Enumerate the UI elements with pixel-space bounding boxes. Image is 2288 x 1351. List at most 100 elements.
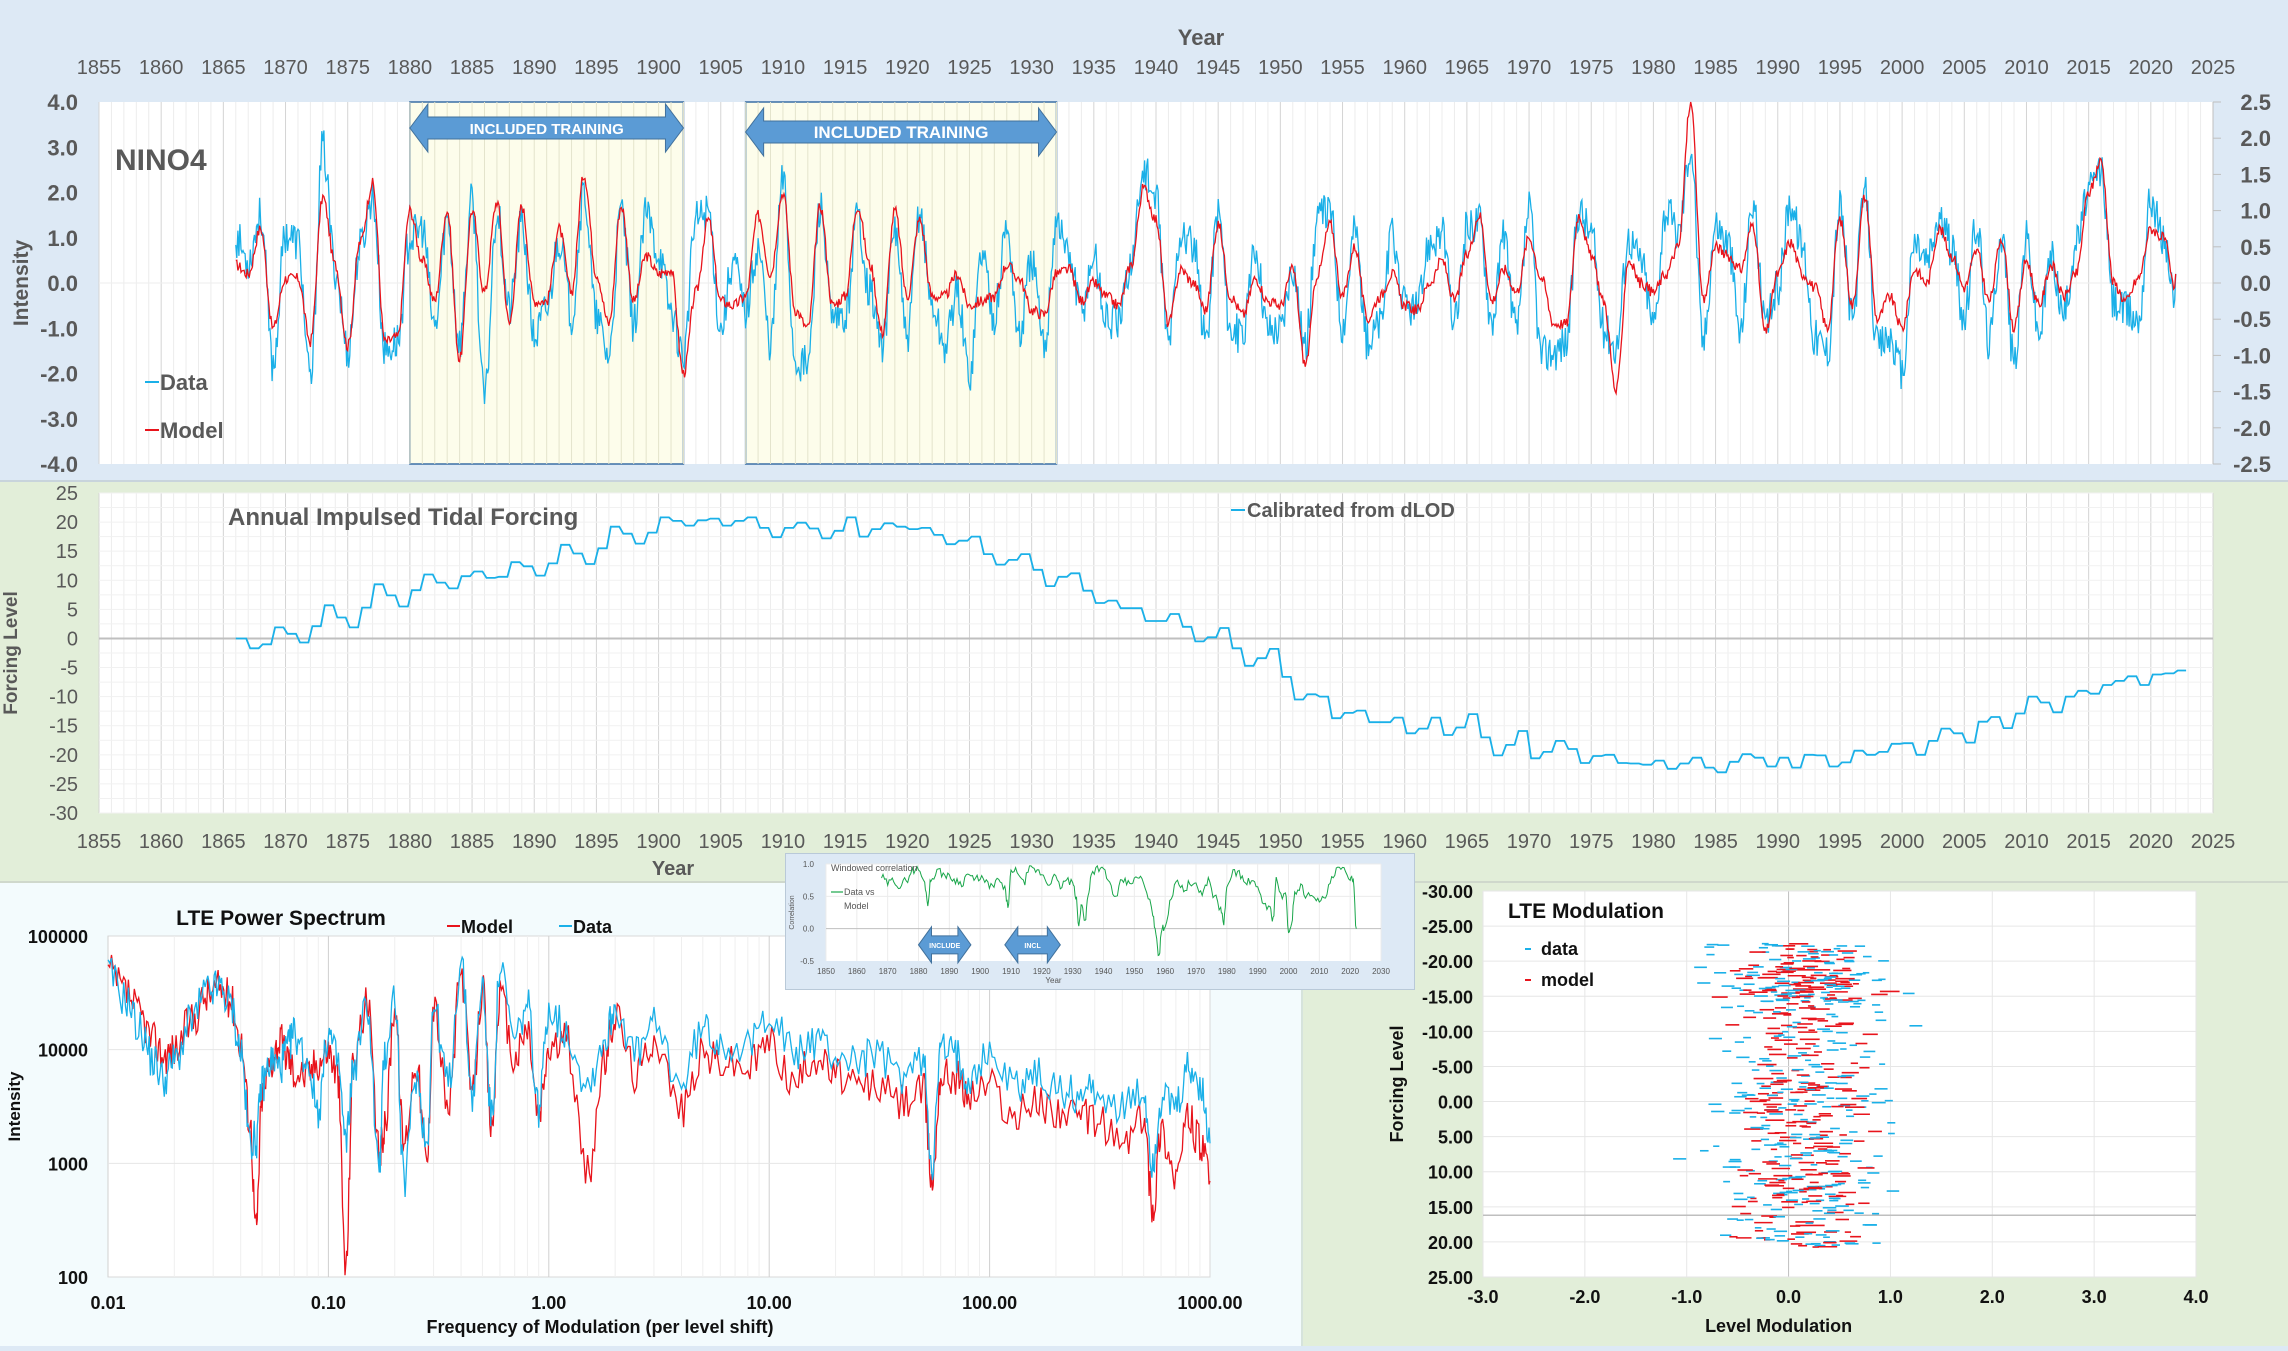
- x-tick-label: 1970: [1187, 967, 1205, 976]
- x-tick-label: 1935: [1072, 831, 1117, 853]
- x-axis-title: Year: [652, 858, 694, 880]
- legend-label-data: Data: [160, 370, 208, 395]
- x-tick-label: 0.10: [311, 1293, 346, 1313]
- x-tick-label: 2010: [2004, 57, 2049, 79]
- modulation-chart-panel: -30.00 -25.00 -20.00 -15.00 -10.00 -5.00 0.00 5…: [1303, 882, 2288, 1346]
- training-arrow: [409, 102, 685, 154]
- x-tick-label: 1870: [263, 57, 308, 79]
- x-tick-label: 2025: [2191, 57, 2236, 79]
- x-tick-label: 2.0: [1980, 1287, 2005, 1307]
- x-tick-label: 2005: [1942, 831, 1987, 853]
- nino4-chart: INCLUDED TRAINING INCLUDED TRAINING Year 18…: [10, 25, 2271, 477]
- x-tick-label: 1935: [1072, 57, 1117, 79]
- x-tick-label: 2005: [1942, 57, 1987, 79]
- x-tick-label: 1880: [388, 57, 433, 79]
- x-tick-label: 1950: [1125, 967, 1143, 976]
- training-arrow: [1004, 925, 1061, 965]
- x-tick-label: 1860: [139, 57, 184, 79]
- x-tick-label: 1900: [971, 967, 989, 976]
- x-tick-label: 1.00: [531, 1293, 566, 1313]
- y-tick-label-right: -1.5: [2233, 380, 2271, 405]
- x-tick-label: 1940: [1095, 967, 1113, 976]
- x-tick-label: 1945: [1196, 831, 1241, 853]
- forcing-chart-panel: 25 20 15 10 5 0 -5 -10 -15 -20 -25 -30 1855 1860 1865 1…: [0, 482, 2288, 883]
- y-tick-label: 10: [56, 570, 78, 592]
- y-tick-label: -10.00: [1422, 1022, 1473, 1042]
- y-tick-label-right: -2.0: [2233, 416, 2271, 441]
- y-tick-label-left: -1.0: [40, 316, 78, 341]
- x-tick-label: 3.0: [2082, 1287, 2107, 1307]
- x-tick-label: 1930: [1009, 57, 1054, 79]
- x-tick-label: -1.0: [1671, 1287, 1702, 1307]
- x-tick-label: 1890: [512, 57, 557, 79]
- x-tick-label: 2000: [1280, 967, 1298, 976]
- x-tick-label: 1865: [201, 57, 246, 79]
- y-tick-label: 20: [56, 512, 78, 534]
- y-tick-label: 1000: [48, 1154, 88, 1174]
- x-tick-label: 2015: [2066, 831, 2111, 853]
- training-label: INCLUDED TRAINING: [814, 123, 989, 142]
- legend-label-line2: Model: [844, 901, 869, 911]
- y-tick-label: -25.00: [1422, 917, 1473, 937]
- x-tick-label: 2010: [2004, 831, 2049, 853]
- y-tick-label: 25: [56, 483, 78, 505]
- x-axis-title: Frequency of Modulation (per level shift…: [426, 1317, 773, 1337]
- x-tick-label: 1980: [1218, 967, 1236, 976]
- x-tick-label: 1985: [1693, 57, 1738, 79]
- x-tick-label: 1945: [1196, 57, 1241, 79]
- chart-title: Windowed correlation: [831, 863, 918, 873]
- y-tick-label-right: 2.5: [2240, 90, 2271, 115]
- y-tick-label: -30: [49, 803, 78, 825]
- x-tick-label: 1875: [325, 831, 370, 853]
- x-tick-label: 1955: [1320, 831, 1365, 853]
- nino4-chart-panel: INCLUDED TRAINING INCLUDED TRAINING Year 18…: [0, 0, 2288, 482]
- legend-label-data: data: [1541, 939, 1579, 959]
- x-tick-label: 1855: [77, 57, 122, 79]
- x-tick-label: 1895: [574, 57, 619, 79]
- x-tick-label: 2020: [2129, 831, 2174, 853]
- x-tick-label: 1925: [947, 57, 992, 79]
- x-tick-label: 1875: [325, 57, 370, 79]
- training-arrow: [917, 925, 972, 965]
- y-axis-title: Correlation: [789, 895, 796, 929]
- y-tick-label-left: -4.0: [40, 452, 78, 477]
- x-tick-label: 1920: [885, 831, 930, 853]
- x-tick-label: 1995: [1818, 57, 1863, 79]
- x-tick-label: 1855: [77, 831, 122, 853]
- x-tick-label: 0.01: [90, 1293, 125, 1313]
- y-tick-label-right: 0.5: [2240, 235, 2271, 260]
- x-tick-label: 1965: [1445, 831, 1490, 853]
- y-tick-label: 0.5: [803, 892, 815, 901]
- y-tick-label: 25.00: [1428, 1268, 1473, 1288]
- y-tick-label: -5: [60, 658, 78, 680]
- x-tick-label: 2015: [2066, 57, 2111, 79]
- y-tick-label-right: 2.0: [2240, 126, 2271, 151]
- modulation-chart: -30.00 -25.00 -20.00 -15.00 -10.00 -5.00 0.00 5…: [1387, 882, 2209, 1336]
- x-tick-label: 1900: [636, 831, 681, 853]
- x-tick-label: 1980: [1631, 57, 1676, 79]
- y-tick-label-left: 1.0: [47, 226, 78, 251]
- x-tick-label: 1970: [1507, 57, 1552, 79]
- x-tick-label: 1915: [823, 57, 868, 79]
- x-tick-label: 1970: [1507, 831, 1552, 853]
- x-tick-label: 1955: [1320, 57, 1365, 79]
- x-tick-label: 1890: [940, 967, 958, 976]
- y-tick-label: 0.0: [803, 925, 815, 934]
- x-tick-label: 1.0: [1878, 1287, 1903, 1307]
- y-tick-label: -0.5: [800, 957, 814, 966]
- y-tick-label-left: 4.0: [47, 90, 78, 115]
- x-tick-label: 1880: [910, 967, 928, 976]
- y-tick-label: -25: [49, 774, 78, 796]
- x-tick-label: 1975: [1569, 831, 1614, 853]
- x-tick-label: 1990: [1756, 57, 1801, 79]
- y-tick-label: 15.00: [1428, 1198, 1473, 1218]
- x-tick-label: 0.0: [1776, 1287, 1801, 1307]
- x-tick-label: 2010: [1310, 967, 1328, 976]
- training-arrow: [745, 106, 1058, 158]
- x-tick-label: 1870: [263, 831, 308, 853]
- x-tick-label: 1860: [139, 831, 184, 853]
- x-tick-label: 1905: [699, 831, 744, 853]
- data-series-line: [235, 130, 2177, 405]
- x-tick-label: 1950: [1258, 831, 1303, 853]
- spectrum-chart: 100000 10000 1000 1000.01 0.10 1.00 10.00 100.0…: [5, 907, 1243, 1337]
